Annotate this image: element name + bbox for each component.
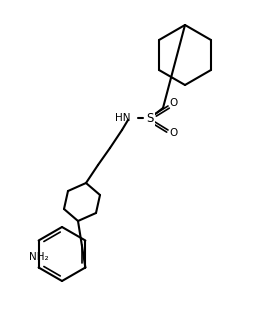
Text: O: O: [169, 98, 177, 108]
Text: S: S: [146, 111, 154, 124]
Text: HN: HN: [115, 113, 130, 123]
Text: O: O: [169, 128, 177, 138]
Text: NH₂: NH₂: [29, 252, 49, 262]
